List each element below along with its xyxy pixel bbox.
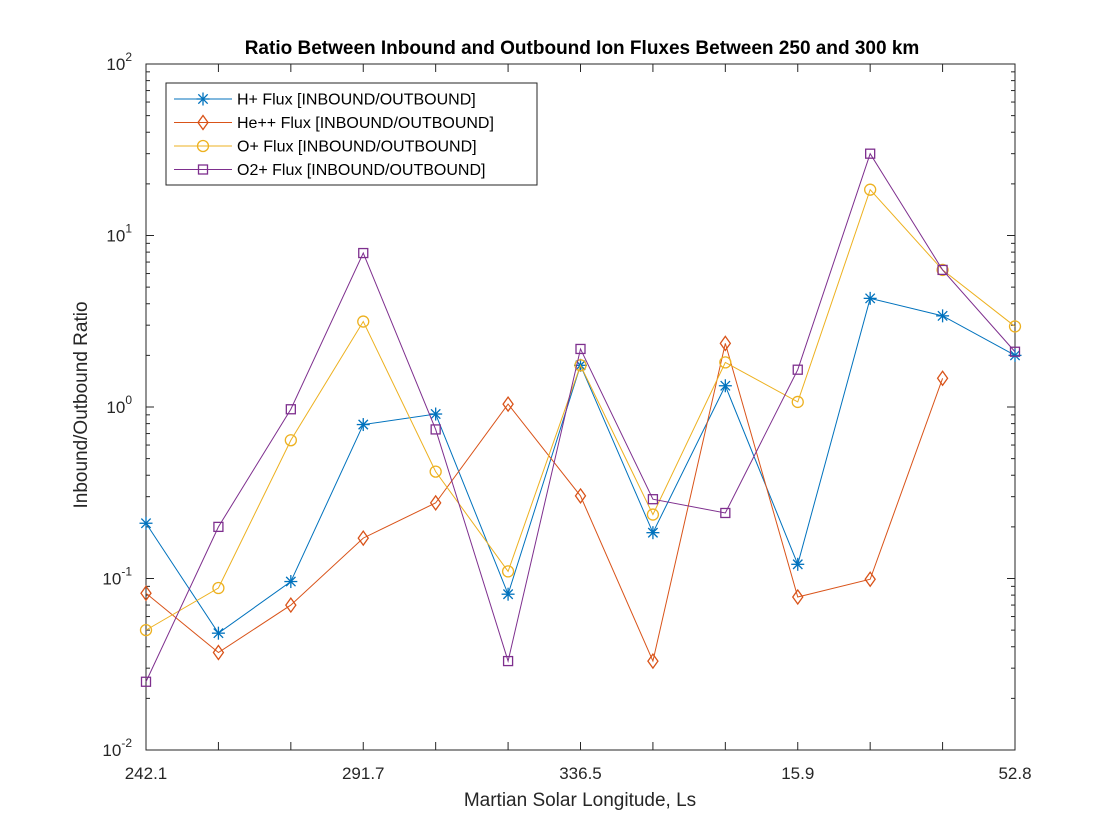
y-tick-label: 101 <box>106 222 132 246</box>
series-line <box>145 152 1016 682</box>
data-point <box>285 596 297 614</box>
series-2 <box>140 335 949 670</box>
data-point <box>211 626 225 640</box>
chart-title: Ratio Between Inbound and Outbound Ion F… <box>245 38 920 59</box>
data-point <box>863 291 877 305</box>
x-tick-label: 291.7 <box>342 764 385 783</box>
legend-box <box>165 82 538 186</box>
legend-label: O2+ Flux [INBOUND/OUTBOUND] <box>237 162 485 179</box>
legend-label: O+ Flux [INBOUND/OUTBOUND] <box>237 139 477 156</box>
data-point <box>213 521 224 533</box>
data-point <box>285 404 296 415</box>
data-point <box>647 494 659 505</box>
data-point <box>791 395 804 409</box>
legend-marker <box>196 139 210 153</box>
series-layer <box>139 148 1022 687</box>
data-point <box>356 418 370 432</box>
data-point <box>357 529 370 547</box>
y-tick-label: 10-1 <box>102 565 132 589</box>
legend-marker <box>196 92 210 106</box>
data-point <box>647 652 659 670</box>
data-point <box>937 264 948 276</box>
data-point <box>429 407 443 421</box>
x-axis-ticks: 242.1 291.7 336.5 15.9 52.8 <box>125 64 1032 783</box>
data-point <box>502 655 514 667</box>
data-point <box>1008 320 1022 333</box>
data-point <box>720 507 731 519</box>
data-point <box>284 575 298 589</box>
data-point <box>646 526 660 540</box>
data-point <box>719 356 732 369</box>
data-point <box>430 424 441 435</box>
y-axis-ticks: 10-2 10-1 100 101 102 <box>102 50 1015 760</box>
x-axis-label: Martian Solar Longitude, Ls <box>464 790 696 811</box>
data-point <box>284 434 297 447</box>
data-point <box>212 581 225 595</box>
x-tick-label: 52.8 <box>998 764 1031 783</box>
y-tick-label: 10-2 <box>102 736 132 760</box>
series-3 <box>139 183 1022 637</box>
data-point <box>936 309 950 323</box>
data-point <box>358 247 369 259</box>
legend: H+ Flux [INBOUND/OUTBOUND] He++ Flux [INB… <box>165 82 538 186</box>
data-point <box>212 644 225 661</box>
data-point <box>864 571 876 588</box>
series-line <box>145 343 944 663</box>
legend-item: O2+ Flux [INBOUND/OUTBOUND] <box>174 162 485 179</box>
data-point <box>936 370 949 387</box>
x-tick-label: 336.5 <box>559 764 602 783</box>
data-point <box>646 508 660 521</box>
data-point <box>501 565 515 578</box>
data-point <box>140 585 152 602</box>
legend-label: He++ Flux [INBOUND/OUTBOUND] <box>237 115 494 132</box>
data-point <box>140 676 152 687</box>
data-point <box>429 465 442 478</box>
data-point <box>1009 346 1021 357</box>
data-point <box>574 359 587 372</box>
data-point <box>574 487 587 505</box>
data-point <box>718 379 732 393</box>
data-point <box>865 148 876 159</box>
legend-marker <box>197 164 209 175</box>
data-point <box>791 588 804 606</box>
data-point <box>429 494 442 512</box>
data-point <box>501 587 515 601</box>
data-point <box>936 263 949 277</box>
legend-item: O+ Flux [INBOUND/OUTBOUND] <box>174 139 477 156</box>
y-axis-label: Inbound/Outbound Ratio <box>71 301 92 508</box>
x-tick-label: 15.9 <box>781 764 814 783</box>
series-line <box>145 188 1016 631</box>
x-tick-label: 242.1 <box>125 764 168 783</box>
series-4 <box>140 148 1021 687</box>
data-point <box>719 335 732 352</box>
series-1 <box>139 291 1022 640</box>
legend-label: H+ Flux [INBOUND/OUTBOUND] <box>237 92 476 109</box>
data-point <box>139 623 153 637</box>
y-tick-label: 102 <box>106 50 132 74</box>
y-tick-label: 100 <box>106 393 132 417</box>
data-point <box>575 343 586 355</box>
legend-item: H+ Flux [INBOUND/OUTBOUND] <box>174 92 476 109</box>
data-point <box>864 183 877 196</box>
data-point <box>357 315 370 328</box>
legend-marker <box>197 114 209 131</box>
data-point <box>792 364 803 375</box>
legend-item: He++ Flux [INBOUND/OUTBOUND] <box>174 114 494 132</box>
data-point <box>502 395 514 413</box>
data-point <box>791 557 805 571</box>
data-point <box>139 516 153 530</box>
